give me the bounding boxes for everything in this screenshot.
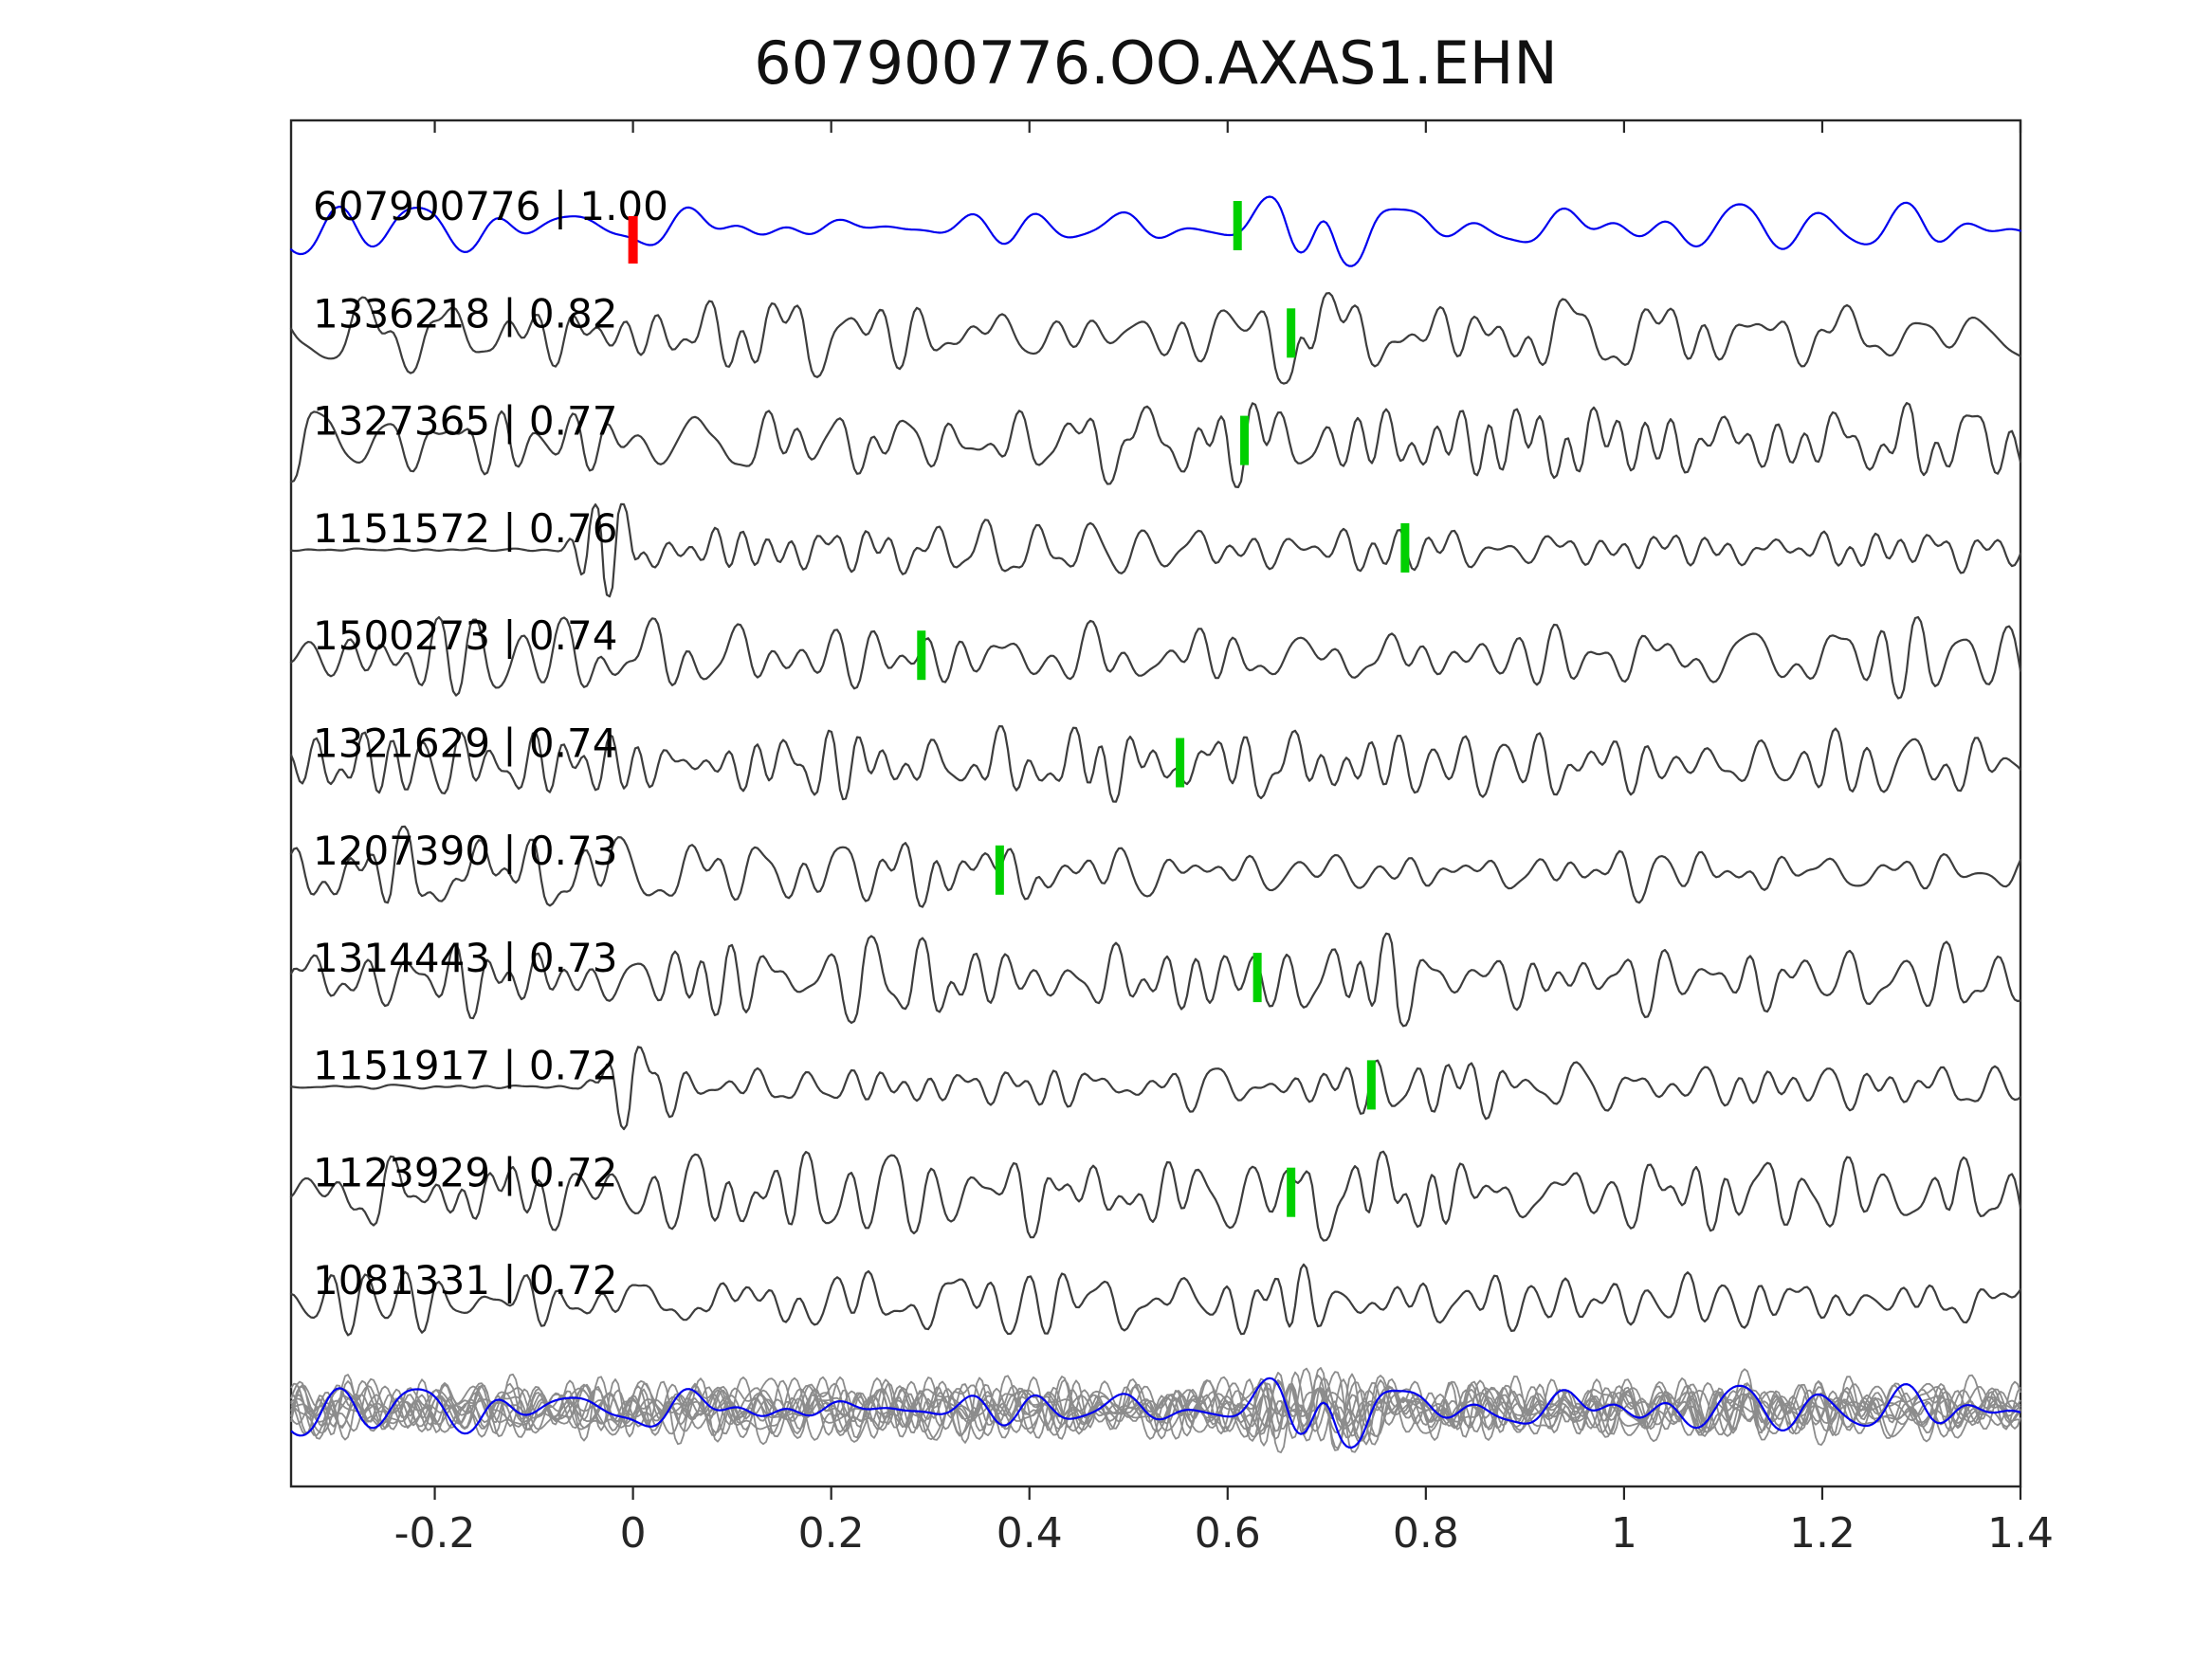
overlay-gray-trace-10	[290, 1368, 2021, 1441]
pick-marker-1327365	[1240, 415, 1250, 465]
x-tick-label: 0	[620, 1509, 647, 1558]
template-pick-marker	[628, 216, 638, 264]
x-tick-label: 0.4	[996, 1509, 1063, 1558]
pick-marker-1151572	[1400, 522, 1410, 573]
x-tick-label: 0.6	[1195, 1509, 1261, 1558]
trace-waveform-1321629	[289, 724, 2022, 803]
x-tick-label: 0.8	[1393, 1509, 1459, 1558]
trace-waveform-1123929	[289, 1150, 2022, 1242]
pick-marker-607900776	[1233, 201, 1242, 250]
trace-waveform-607900776	[289, 195, 2022, 267]
trace-waveform-1327365	[289, 402, 2022, 489]
plot-border	[289, 118, 2022, 1488]
trace-label-1151572: 1151572 | 0.76	[313, 505, 617, 552]
trace-waveform-1151572	[289, 502, 2022, 598]
x-tick-label: 1	[1611, 1509, 1637, 1558]
x-tick-label: 1.4	[1987, 1509, 2054, 1558]
trace-label-1500273: 1500273 | 0.74	[313, 612, 617, 659]
trace-label-1081331: 1081331 | 0.72	[313, 1257, 617, 1304]
trace-waveform-1336218	[289, 292, 2022, 385]
trace-label-1321629: 1321629 | 0.74	[313, 720, 617, 767]
pick-marker-1207390	[995, 845, 1004, 895]
x-tick-label: 1.2	[1789, 1509, 1856, 1558]
pick-marker-1123929	[1287, 1167, 1296, 1217]
trace-label-607900776: 607900776 | 1.00	[313, 183, 668, 229]
trace-waveform-1151917	[289, 1046, 2022, 1131]
overlay-gray-trace-8	[290, 1372, 2021, 1449]
trace-label-1151917: 1151917 | 0.72	[313, 1042, 617, 1088]
trace-waveform-1081331	[289, 1263, 2022, 1337]
trace-label-1314443: 1314443 | 0.73	[313, 935, 617, 981]
trace-label-1207390: 1207390 | 0.73	[313, 828, 617, 874]
pick-marker-1500273	[917, 630, 926, 681]
overlay-gray-trace-7	[290, 1376, 2021, 1443]
pick-marker-1314443	[1252, 953, 1262, 1003]
trace-label-1327365: 1327365 | 0.77	[313, 398, 617, 445]
trace-label-1123929: 1123929 | 0.72	[313, 1150, 617, 1196]
overlay-template-trace	[290, 1376, 2021, 1449]
figure-title: 607900776.OO.AXAS1.EHN	[754, 28, 1558, 98]
trace-waveform-1500273	[289, 615, 2022, 700]
x-tick-label: 0.2	[798, 1509, 865, 1558]
pick-marker-1336218	[1287, 308, 1296, 358]
pick-marker-1151917	[1366, 1060, 1376, 1110]
trace-waveform-1207390	[289, 825, 2022, 908]
pick-marker-1321629	[1176, 738, 1185, 788]
trace-waveform-1314443	[289, 932, 2022, 1028]
x-tick-label: -0.2	[394, 1509, 476, 1558]
trace-label-1336218: 1336218 | 0.82	[313, 290, 617, 337]
